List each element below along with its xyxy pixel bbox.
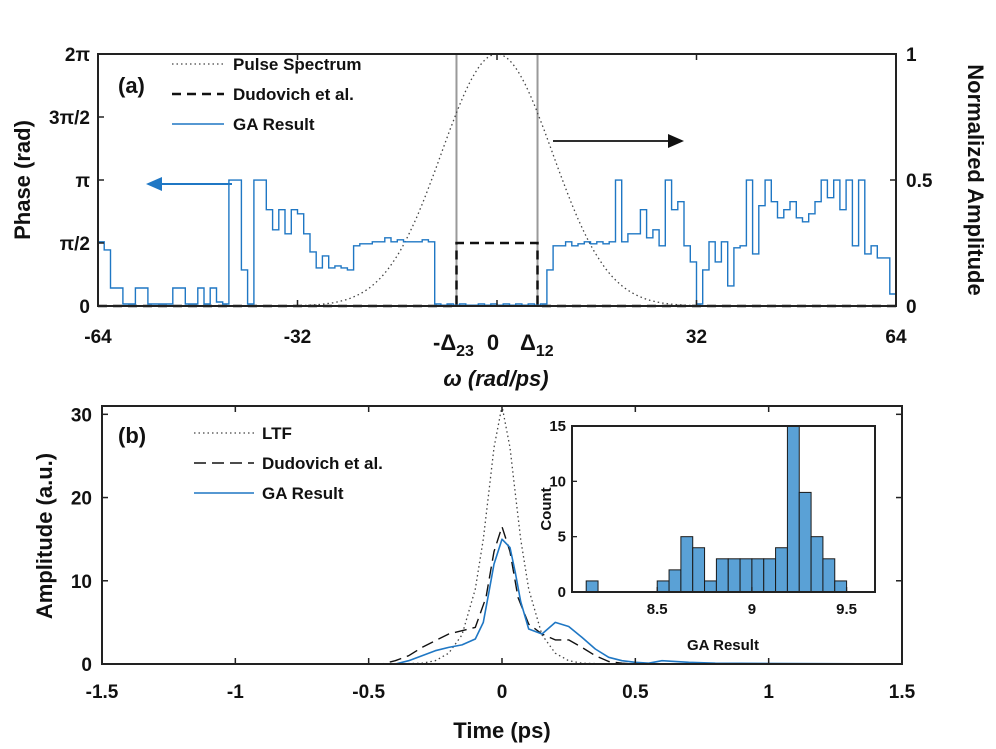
histogram-bar [715,558,729,593]
y-tick-label-a-right: 0.5 [906,171,933,192]
legend-b: LTF Dudovich et al. GA Result [194,424,383,503]
legend-a-ga-text: GA Result [233,115,315,134]
panel-a: -64 -32 0 32 64 0 π/2 π 3π/2 2π 0 0.5 1 -Δ23 Δ12 (a)… [10,45,988,391]
panel-b-xlabel: Time (ps) [453,718,550,743]
histogram-bar [786,425,800,593]
y-tick-label-a-left: π [75,171,90,192]
inset-y-tick-label: 10 [549,473,566,490]
inset-y-tick-label: 15 [549,418,566,435]
x-tick-label-b: 0 [497,682,508,703]
inset-frame [571,425,876,593]
y-tick-label-a-right: 1 [906,45,917,66]
legend-b-ga-text: GA Result [262,484,344,503]
panel-a-label: (a) [118,73,145,98]
right-axis-arrow [553,134,684,148]
series-a-ga-result [98,179,897,306]
x-tick-label-b: 1 [763,682,774,703]
delta-12-subscript: 12 [536,343,554,360]
legend-a-spectrum-text: Pulse Spectrum [233,55,362,74]
x-tick-label-a: -64 [84,327,112,348]
panel-a-xlabel: ω (rad/ps) [443,366,548,391]
histogram-bar [763,558,777,593]
series-a-pulse-spectrum [98,53,896,307]
series-b-ga-result [102,538,903,665]
y-tick-label-b: 0 [81,655,92,676]
x-tick-label-a: 0 [487,330,499,355]
histogram-bar [798,491,812,593]
histogram-bar [692,547,706,593]
series-a-dudovich-et-al [98,241,896,308]
panel-b-ylabel: Amplitude (a.u.) [32,453,57,619]
inset-x-tick-label: 9.5 [836,601,857,618]
x-tick-label-a: -32 [284,327,311,348]
histogram-bar [727,558,741,593]
y-tick-label-b: 10 [71,572,92,593]
histogram-bar [656,580,670,593]
y-tick-label-a-left: 0 [79,297,90,318]
panel-a-ylabel-right: Normalized Amplitude [963,64,988,295]
panel-b-label: (b) [118,423,146,448]
y-tick-label-a-left: π/2 [60,234,90,255]
x-tick-label-b: -1.5 [86,682,119,703]
panel-b: -1.5 -1 -0.5 0 0.5 1 1.5 0 10 20 30 (b) LTF Dudovi… [32,405,916,743]
histogram-bar [739,558,753,593]
delta-23-subscript: 23 [456,343,474,360]
inset-ylabel: Count [538,487,555,530]
panel-a-frame [97,53,897,307]
histogram-bar [680,536,694,593]
legend-b-ltf-text: LTF [262,424,292,443]
inset-xlabel: GA Result [687,637,759,654]
legend-b-dudovich-text: Dudovich et al. [262,454,383,473]
y-tick-label-a-left: 3π/2 [49,108,90,129]
histogram-bar [810,536,824,593]
inset-x-tick-label: 8.5 [647,601,668,618]
y-tick-label-a-right: 0 [906,297,917,318]
histogram-bar [751,558,765,593]
y-tick-label-b: 30 [71,405,92,426]
legend-a-dudovich-text: Dudovich et al. [233,85,354,104]
x-tick-label-a: 64 [885,327,907,348]
histogram-bar [822,558,836,593]
left-axis-arrow [146,177,232,191]
delta-12-label: Δ12 [520,330,554,360]
histogram-bar [668,569,682,593]
histogram-bar [704,580,717,593]
inset-y-tick-label: 5 [558,529,566,546]
panel-a-ylabel-left: Phase (rad) [10,120,35,240]
inset-x-tick-label: 9 [748,601,756,618]
histogram-bar [585,580,599,593]
y-tick-label-a-left: 2π [65,45,91,66]
x-tick-label-b: 0.5 [622,682,649,703]
x-tick-label-b: -0.5 [352,682,385,703]
inset-y-tick-label: 0 [558,584,566,601]
inset-histogram: 8.5 9 9.5 0 5 10 15 Count GA Result [538,418,876,654]
delta-23-label: -Δ23 [433,330,474,360]
x-tick-label-a: 32 [686,327,707,348]
histogram-bar [834,580,848,593]
legend-a: Pulse Spectrum Dudovich et al. GA Result [172,55,362,134]
x-tick-label-b: -1 [227,682,244,703]
x-tick-label-b: 1.5 [889,682,916,703]
y-tick-label-b: 20 [71,489,92,510]
histogram-bar [775,547,788,593]
